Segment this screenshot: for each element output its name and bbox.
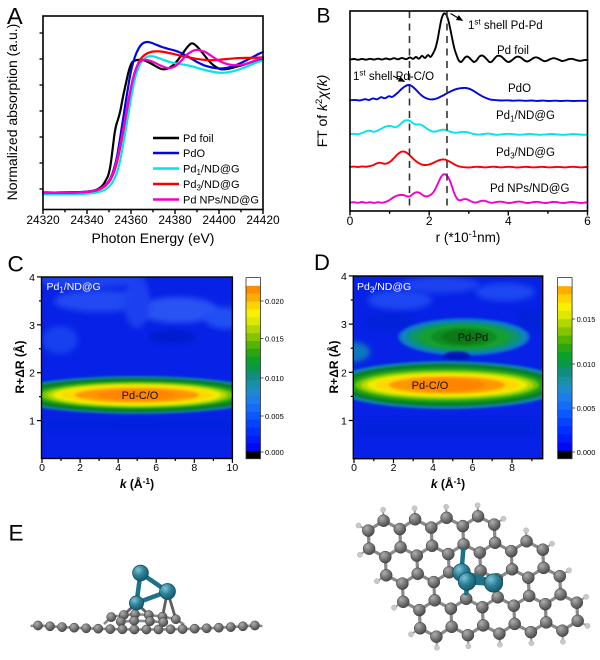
svg-text:Pd1/ND@G: Pd1/ND@G <box>496 110 555 124</box>
svg-text:Pd-C/O: Pd-C/O <box>412 380 449 392</box>
svg-text:PdO: PdO <box>508 83 531 95</box>
svg-text:2: 2 <box>29 368 35 380</box>
svg-text:0.020: 0.020 <box>265 297 284 306</box>
svg-text:Pd NPs/ND@G: Pd NPs/ND@G <box>490 183 569 195</box>
svg-text:4: 4 <box>341 271 347 283</box>
svg-text:6: 6 <box>584 214 591 228</box>
svg-text:2: 2 <box>341 367 347 379</box>
svg-text:3: 3 <box>29 320 35 332</box>
svg-text:Pd3/ND@G: Pd3/ND@G <box>183 179 240 193</box>
svg-text:0: 0 <box>347 214 354 228</box>
svg-text:1: 1 <box>341 416 347 428</box>
svg-text:3: 3 <box>341 319 347 331</box>
svg-text:Pd foil: Pd foil <box>497 45 529 57</box>
svg-text:Pd1/ND@G: Pd1/ND@G <box>47 281 101 295</box>
svg-text:R+ΔR (Å): R+ΔR (Å) <box>326 341 341 394</box>
svg-text:Pd3/ND@G: Pd3/ND@G <box>357 281 411 295</box>
svg-text:Pd NPs/ND@G: Pd NPs/ND@G <box>183 195 259 207</box>
svg-text:2: 2 <box>391 462 397 474</box>
svg-text:r (*10-1nm): r (*10-1nm) <box>436 229 501 245</box>
svg-text:Pd3/ND@G: Pd3/ND@G <box>496 147 555 161</box>
svg-text:8: 8 <box>191 462 197 474</box>
svg-text:Pd1/ND@G: Pd1/ND@G <box>183 164 240 178</box>
svg-text:24420: 24420 <box>246 213 280 227</box>
svg-text:0.005: 0.005 <box>265 412 284 421</box>
svg-text:Photon Energy (eV): Photon Energy (eV) <box>92 230 215 246</box>
svg-text:D: D <box>314 250 330 275</box>
svg-text:8: 8 <box>509 462 515 474</box>
svg-text:0.000: 0.000 <box>265 448 284 457</box>
svg-text:4: 4 <box>505 214 512 228</box>
svg-text:0.010: 0.010 <box>577 360 596 369</box>
svg-text:FT of k2χ(k): FT of k2χ(k) <box>314 75 330 148</box>
svg-text:24400: 24400 <box>202 213 236 227</box>
svg-text:B: B <box>317 5 331 28</box>
svg-text:2: 2 <box>77 462 83 474</box>
svg-text:6: 6 <box>470 462 476 474</box>
svg-text:10: 10 <box>227 462 239 474</box>
svg-text:E: E <box>9 521 24 546</box>
svg-text:Pd foil: Pd foil <box>183 133 214 145</box>
svg-text:Pd-C/O: Pd-C/O <box>122 390 159 402</box>
svg-text:0: 0 <box>351 462 357 474</box>
svg-text:4: 4 <box>430 462 436 474</box>
svg-text:Normalized absorption (a.u.): Normalized absorption (a.u.) <box>4 24 20 201</box>
svg-text:1: 1 <box>29 416 35 428</box>
svg-text:PdO: PdO <box>183 148 205 160</box>
svg-text:24320: 24320 <box>26 213 60 227</box>
svg-text:0: 0 <box>39 462 45 474</box>
svg-text:0.005: 0.005 <box>577 404 596 413</box>
svg-text:0.010: 0.010 <box>265 374 284 383</box>
svg-text:0.015: 0.015 <box>577 315 596 324</box>
svg-text:0.000: 0.000 <box>577 448 596 457</box>
svg-text:R+ΔR (Å): R+ΔR (Å) <box>12 341 27 394</box>
svg-text:24380: 24380 <box>158 213 192 227</box>
svg-text:0.015: 0.015 <box>265 335 284 344</box>
svg-text:24340: 24340 <box>70 213 104 227</box>
svg-text:24360: 24360 <box>114 213 148 227</box>
svg-text:Pd-Pd: Pd-Pd <box>458 332 489 344</box>
svg-text:C: C <box>8 252 24 277</box>
svg-text:4: 4 <box>115 462 121 474</box>
svg-text:4: 4 <box>29 272 35 284</box>
svg-text:2: 2 <box>426 214 433 228</box>
svg-text:6: 6 <box>153 462 159 474</box>
